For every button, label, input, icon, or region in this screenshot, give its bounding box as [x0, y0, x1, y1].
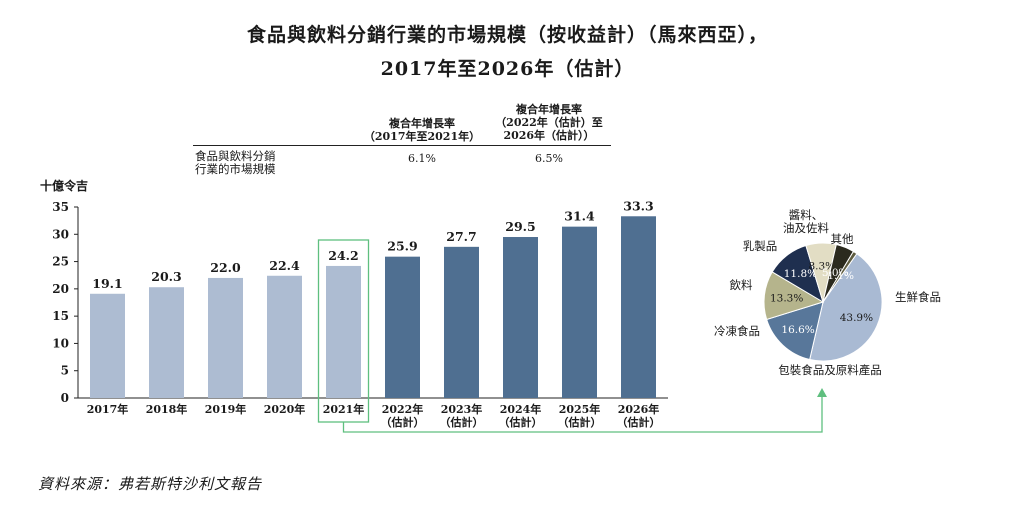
bar-chart: 19.1 2017年 20.3 2018年 22.0 2019年 22.4 2020年 24.2…	[87, 198, 661, 429]
bar-value-label: 31.4	[564, 209, 595, 224]
bar-value-label: 24.2	[328, 248, 358, 263]
bar	[621, 216, 656, 398]
cagr-col2-header-line1: 複合年增長率	[516, 103, 582, 116]
pie-category-label: 其他	[831, 232, 854, 246]
bar	[149, 287, 184, 398]
pie-value-label: 1.1%	[827, 270, 854, 282]
cagr-row-label-line1: 食品與飲料分銷	[195, 149, 276, 163]
bar	[444, 246, 479, 398]
source-note: 資料來源：弗若斯特沙利文報告	[38, 475, 263, 493]
x-tick-label: 2022年	[382, 402, 424, 416]
x-tick-label: 2020年	[264, 402, 306, 416]
cagr-col1-header: 複合年增長率 （2017年至2021年）	[362, 117, 482, 143]
x-tick-label: （估計）	[499, 415, 543, 429]
bar-value-label: 22.0	[210, 260, 241, 275]
pie-category-label: 飲料	[730, 278, 753, 292]
pie-category-label: 冷凍食品	[714, 324, 760, 338]
cagr-col2-header-line2: （2022年（估計）至	[495, 116, 603, 129]
y-tick-label: 0	[61, 391, 69, 405]
pie-chart: 43.9% 生鮮食品 16.6% 包裝食品及原料產品 13.3% 冷凍食品 11.8% 飲料 8…	[714, 208, 941, 377]
pie-value-label: 43.9%	[840, 312, 873, 324]
bar	[90, 293, 125, 398]
pie-value-label: 8.3%	[808, 260, 835, 272]
cagr-row-label: 食品與飲料分銷 行業的市場規模	[195, 150, 276, 176]
y-tick-label: 30	[52, 227, 69, 241]
y-axis-label: 十億令吉	[40, 178, 88, 193]
connector-arrowhead	[817, 388, 827, 397]
cagr-col1-header-line1: 複合年增長率	[389, 117, 455, 130]
y-tick-label: 20	[52, 282, 69, 296]
y-tick-label: 15	[52, 309, 69, 323]
x-tick-label: （估計）	[381, 415, 425, 429]
x-tick-label: 2024年	[500, 402, 542, 416]
x-tick-label: （估計）	[558, 415, 602, 429]
pie-category-label: 醬料、	[789, 208, 824, 222]
x-tick-label: 2025年	[559, 402, 601, 416]
bar-value-label: 25.9	[387, 239, 417, 254]
x-tick-label: 2021年	[323, 402, 365, 416]
y-tick-label: 25	[52, 255, 69, 269]
pie-slice	[822, 250, 858, 303]
bar-value-label: 29.5	[505, 219, 535, 234]
cagr-col2-header: 複合年增長率 （2022年（估計）至 2026年（估計））	[484, 103, 614, 142]
cagr-col2-header-line3: 2026年（估計））	[503, 129, 595, 142]
bar-value-label: 22.4	[269, 258, 300, 273]
bar	[267, 275, 302, 398]
cagr-col1-value: 6.1%	[408, 152, 436, 165]
bar-value-label: 27.7	[446, 229, 476, 244]
cagr-row-label-line2: 行業的市場規模	[195, 162, 276, 176]
pie-category-label: 包裝食品及原料產品	[778, 363, 882, 377]
pie-category-label: 乳製品	[743, 239, 778, 253]
x-tick-label: 2019年	[205, 402, 247, 416]
y-tick-label: 10	[52, 336, 69, 350]
chart-title-line2: 2017年至2026年（估計）	[380, 58, 635, 80]
cagr-col2-value: 6.5%	[535, 152, 563, 165]
pie-slice	[809, 252, 883, 362]
connector-line	[342, 396, 823, 433]
x-tick-label: （估計）	[617, 415, 661, 429]
y-tick-label: 5	[61, 364, 69, 378]
bar	[385, 256, 420, 398]
cagr-table-rule	[193, 145, 611, 146]
cagr-col1-header-line2: （2017年至2021年）	[363, 130, 481, 143]
x-tick-label: 2018年	[146, 402, 188, 416]
bar-value-label: 20.3	[151, 269, 181, 284]
pie-value-label: 16.6%	[781, 324, 814, 336]
x-tick-label: 2017年	[87, 402, 129, 416]
y-tick-label: 35	[52, 200, 69, 214]
x-tick-label: 2023年	[441, 402, 483, 416]
pie-value-label: 13.3%	[770, 293, 803, 305]
bar-value-label: 33.3	[623, 198, 653, 213]
x-tick-label: 2026年	[618, 402, 660, 416]
x-tick-label: （估計）	[440, 415, 484, 429]
bar	[326, 265, 361, 398]
bar	[208, 277, 243, 398]
bar	[503, 237, 538, 398]
pie-value-label: 11.8%	[784, 268, 817, 280]
bar	[562, 226, 597, 398]
connector-arrow	[342, 388, 827, 433]
chart-title-line1: 食品與飲料分銷行業的市場規模（按收益計）（馬來西亞），	[246, 24, 768, 46]
pie-category-label: 油及佐料	[783, 221, 829, 235]
pie-slice	[766, 301, 824, 361]
pie-category-label: 生鮮食品	[895, 290, 941, 304]
bar-chart-axis: 0 5 10 15 20 25 30 35	[52, 200, 668, 405]
bar-value-label: 19.1	[92, 276, 122, 291]
